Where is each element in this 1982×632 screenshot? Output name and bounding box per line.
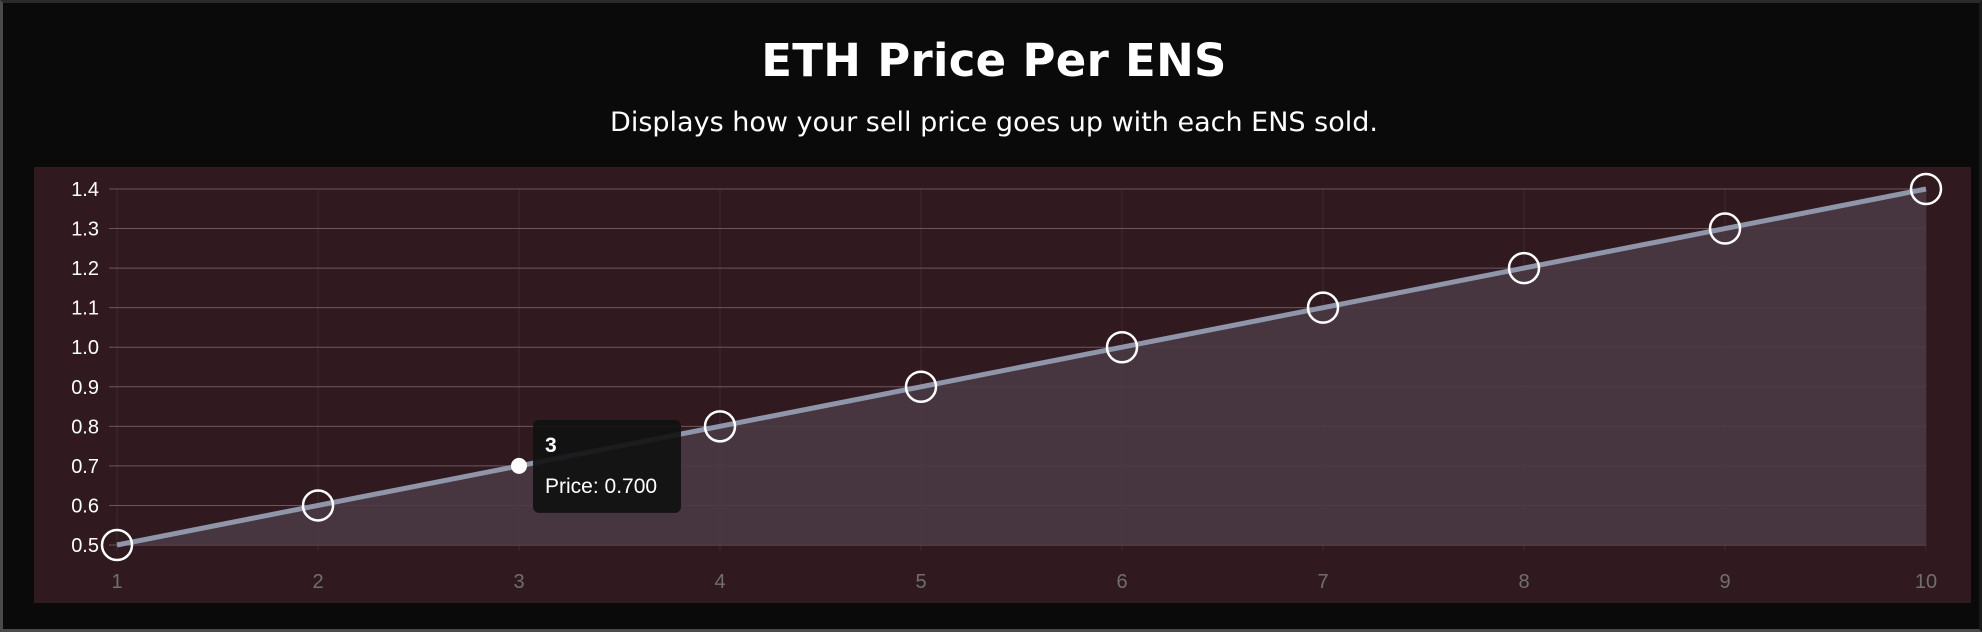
y-tick-label: 0.8 (71, 416, 99, 438)
tooltip-body: Price: 0.700 (545, 475, 657, 498)
x-tick-label: 5 (915, 571, 926, 593)
data-point[interactable] (1507, 251, 1541, 285)
tooltip: 3 Price: 0.700 (533, 419, 681, 513)
y-tick-label: 1.2 (71, 258, 99, 280)
x-tick-label: 2 (312, 571, 323, 593)
x-tick-label: 8 (1518, 571, 1529, 593)
x-tick-label: 10 (1915, 571, 1937, 593)
x-tick-label: 9 (1719, 571, 1730, 593)
data-point-active[interactable] (511, 457, 527, 474)
data-point[interactable] (904, 370, 938, 404)
data-point[interactable] (703, 410, 737, 443)
data-point[interactable] (1909, 172, 1943, 206)
y-tick-label: 0.6 (71, 495, 99, 517)
x-tick-label: 7 (1317, 571, 1328, 593)
y-tick-label: 1.4 (71, 179, 99, 201)
x-tick-label: 3 (513, 571, 524, 593)
x-tick-label: 6 (1116, 571, 1127, 593)
x-tick-label: 1 (111, 571, 122, 593)
y-axis: 0.5 0.6 0.7 0.8 0.9 1.0 1.1 1.2 1.3 1.4 (71, 179, 99, 557)
data-point[interactable] (1105, 330, 1139, 364)
data-point[interactable] (301, 489, 335, 522)
chart-area: 0.5 0.6 0.7 0.8 0.9 1.0 1.1 1.2 1.3 1.4 1 2 3 4 5 6 7 8 9… (34, 167, 1971, 603)
y-tick-label: 1.3 (71, 219, 99, 241)
data-point[interactable] (1708, 212, 1742, 245)
tooltip-box (533, 419, 681, 513)
y-tick-label: 1.1 (71, 298, 99, 320)
chart-subtitle: Displays how your sell price goes up wit… (610, 107, 1378, 138)
chart-title: ETH Price Per ENS (761, 34, 1227, 87)
data-point[interactable] (1306, 291, 1340, 324)
y-tick-label: 0.7 (71, 456, 99, 478)
tooltip-title: 3 (545, 434, 557, 457)
data-points (100, 172, 1943, 562)
data-point[interactable] (100, 528, 134, 562)
x-tick-label: 4 (714, 571, 725, 593)
price-chart[interactable]: 0.5 0.6 0.7 0.8 0.9 1.0 1.1 1.2 1.3 1.4 1 2 3 4 5 6 7 8 9… (34, 167, 1971, 603)
y-tick-label: 1.0 (71, 337, 99, 359)
y-tick-label: 0.5 (71, 535, 99, 557)
price-line (116, 186, 1927, 548)
y-tick-label: 0.9 (71, 377, 99, 399)
x-axis: 1 2 3 4 5 6 7 8 9 10 (111, 571, 1937, 593)
